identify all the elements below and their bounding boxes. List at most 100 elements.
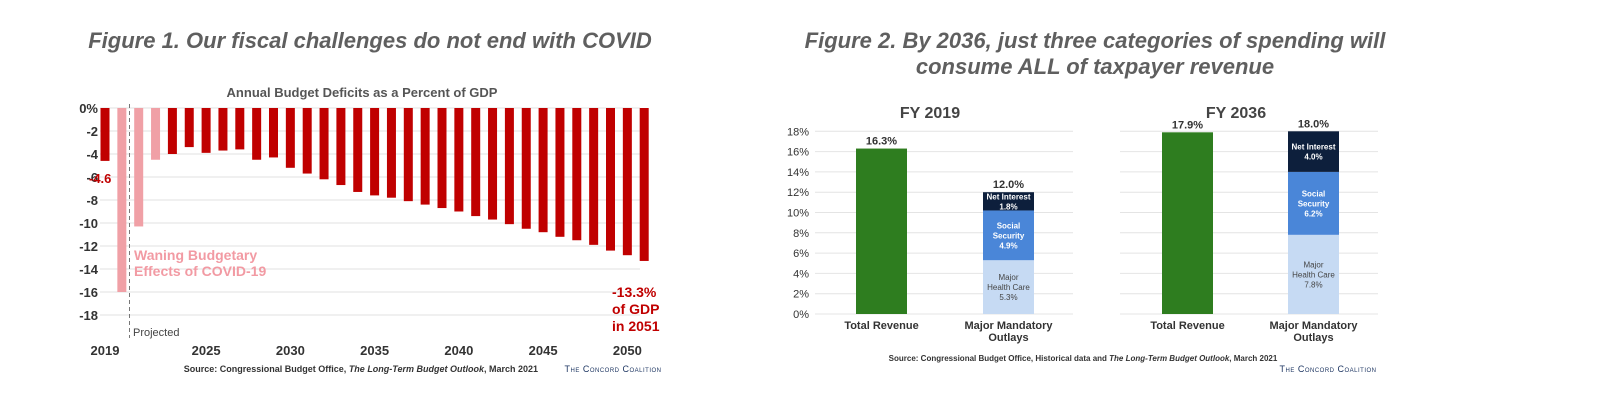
last-value-annotation: in 2051 <box>612 318 660 334</box>
segment-label: Net Interest <box>986 192 1030 201</box>
fig1-bar <box>471 108 481 217</box>
last-value-annotation: of GDP <box>612 301 659 317</box>
panel-title: FY 2019 <box>900 105 960 122</box>
outlays-total-label: 18.0% <box>1298 118 1329 130</box>
fig1-x-tick-label: 2035 <box>360 343 389 358</box>
segment-label: Health Care <box>987 283 1030 292</box>
segment-label: 6.2% <box>1304 209 1322 218</box>
outlays-axis-label: Major Mandatory <box>964 320 1053 332</box>
fig1-bar <box>403 108 413 202</box>
outlays-segment <box>983 192 1034 211</box>
fig1-source-note: Source: Congressional Budget Office, The… <box>184 364 538 374</box>
fig2-y-tick-label: 14% <box>787 167 809 179</box>
fig1-y-tick-label: -6 <box>86 170 98 185</box>
fig2-y-tick-label: 0% <box>793 309 809 321</box>
revenue-value-label: 16.3% <box>866 136 897 148</box>
outlays-segment <box>1288 171 1339 235</box>
concord-coalition-logo: The Concord Coalition <box>1279 364 1376 374</box>
first-value-label: -4.6 <box>89 171 111 186</box>
source-text: The Long-Term Budget Outlook <box>349 364 485 374</box>
segment-label: Major <box>998 273 1018 282</box>
segment-label: 4.9% <box>999 241 1017 250</box>
fig1-x-tick-label: 2030 <box>276 343 305 358</box>
covid-annotation: Effects of COVID-19 <box>134 263 266 279</box>
fig1-bar <box>555 108 565 237</box>
concord-coalition-logo: The Concord Coalition <box>564 364 661 374</box>
source-text: Source: Congressional Budget Office, His… <box>889 354 1109 363</box>
fig1-bar <box>285 108 295 168</box>
fig1-bar <box>336 108 346 186</box>
fig2-y-tick-label: 6% <box>793 248 809 260</box>
fig1-bar <box>302 108 312 174</box>
segment-label: Security <box>993 231 1025 240</box>
fig1-bar <box>538 108 548 233</box>
fig1-y-tick-label: -12 <box>79 239 98 254</box>
fig1-bar <box>606 108 615 251</box>
fig1-bar <box>319 108 329 180</box>
segment-label: Security <box>1298 199 1330 208</box>
fig1-bar <box>117 108 127 292</box>
segment-label: 7.8% <box>1304 280 1322 289</box>
source-text: , March 2021 <box>1229 354 1278 363</box>
segment-label: Social <box>1302 189 1326 198</box>
source-text: , March 2021 <box>484 364 538 374</box>
source-text: The Long-Term Budget Outlook <box>1109 354 1230 363</box>
fig1-x-tick-label: 2025 <box>192 343 221 358</box>
fig1-bar <box>437 108 447 209</box>
fig1-y-tick-label: 0% <box>79 101 98 116</box>
fig2-y-tick-label: 18% <box>787 126 809 138</box>
outlays-segment <box>1288 131 1339 172</box>
fig2-y-tick-label: 12% <box>787 187 809 199</box>
segment-label: 5.3% <box>999 293 1017 302</box>
fig1-bar <box>589 108 599 245</box>
fig1-bar <box>572 108 582 241</box>
figure-2-title: Figure 2. By 2036, just three categories… <box>804 28 1386 79</box>
fig2-y-tick-label: 8% <box>793 228 809 240</box>
fig1-x-tick-label: 2050 <box>613 343 642 358</box>
covid-annotation: Waning Budgetary <box>134 247 257 263</box>
outlays-axis-label: Outlays <box>1293 332 1333 344</box>
segment-label: Health Care <box>1292 270 1335 279</box>
fig1-x-tick-label: 2045 <box>529 343 558 358</box>
segment-label: Major <box>1303 260 1323 269</box>
fig2-y-tick-label: 10% <box>787 208 809 220</box>
outlays-segment <box>983 210 1034 261</box>
fig1-bar <box>420 108 430 205</box>
outlays-segment <box>983 260 1034 314</box>
fig1-bar <box>134 108 144 227</box>
fig1-bar <box>454 108 464 212</box>
source-text: Source: Congressional Budget Office, <box>184 364 349 374</box>
fig1-bar <box>167 108 177 154</box>
fig2-y-tick-label: 2% <box>793 289 809 301</box>
outlays-axis-label: Major Mandatory <box>1269 320 1358 332</box>
fig1-bar <box>370 108 380 196</box>
outlays-segment <box>1288 234 1339 314</box>
panel-title: FY 2036 <box>1206 105 1266 122</box>
fig1-y-tick-label: -2 <box>86 124 98 139</box>
fig1-bar <box>269 108 278 158</box>
fig1-bar <box>184 108 194 148</box>
revenue-axis-label: Total Revenue <box>844 320 918 332</box>
revenue-bar <box>1162 132 1213 314</box>
fig1-bar <box>488 108 498 220</box>
fig1-bar <box>252 108 262 160</box>
outlays-axis-label: Outlays <box>988 332 1028 344</box>
revenue-bar <box>856 148 907 314</box>
fig1-bar <box>622 108 632 256</box>
revenue-axis-label: Total Revenue <box>1150 320 1224 332</box>
fig1-bar <box>353 108 363 192</box>
outlays-total-label: 12.0% <box>993 179 1024 191</box>
fig1-x-tick-label: 2019 <box>91 343 120 358</box>
projected-label: Projected <box>133 327 179 339</box>
fig1-bar <box>504 108 514 225</box>
fig1-y-tick-label: -16 <box>79 285 98 300</box>
fig1-x-tick-label: 2040 <box>444 343 473 358</box>
fig1-y-tick-label: -18 <box>79 308 98 323</box>
figure-1-title: Figure 1. Our fiscal challenges do not e… <box>88 28 652 53</box>
fig1-bar <box>151 108 161 160</box>
last-value-annotation: -13.3% <box>612 284 657 300</box>
fig1-y-tick-label: -4 <box>86 147 98 162</box>
fig1-y-tick-label: -8 <box>86 193 98 208</box>
segment-label: Social <box>997 221 1021 230</box>
